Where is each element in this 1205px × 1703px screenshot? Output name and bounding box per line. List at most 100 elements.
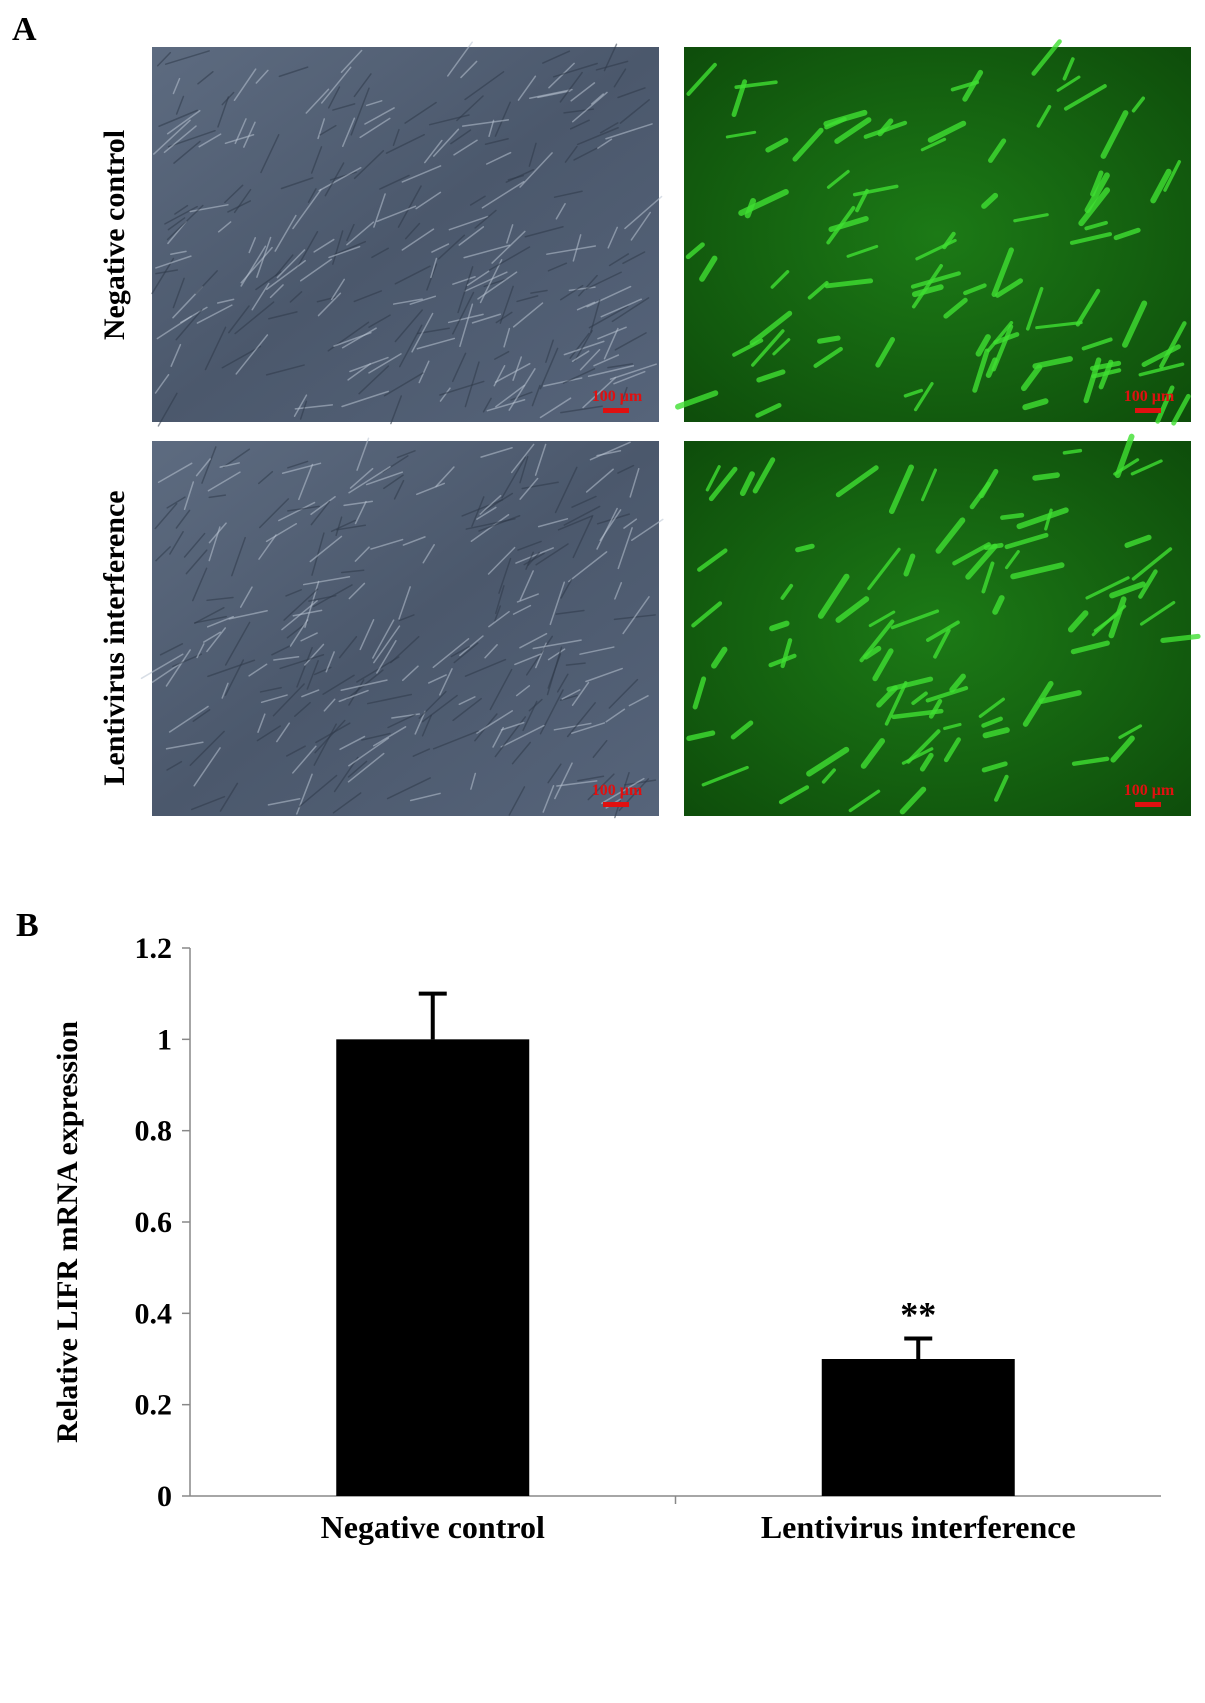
cell — [949, 673, 966, 693]
cell — [834, 117, 872, 144]
cell — [563, 505, 601, 526]
cell — [514, 653, 542, 666]
cell — [166, 110, 201, 135]
cell — [532, 639, 582, 650]
cell — [981, 761, 1008, 773]
cell — [692, 676, 707, 710]
cell — [140, 653, 184, 680]
cell — [910, 271, 961, 289]
cell — [517, 75, 537, 101]
cell — [432, 730, 479, 750]
cell — [349, 356, 389, 373]
cell — [155, 255, 192, 269]
cell — [792, 127, 824, 162]
cell — [198, 133, 222, 148]
cell — [471, 313, 502, 324]
cell — [347, 363, 371, 381]
cell — [769, 620, 790, 632]
cell — [287, 460, 309, 469]
cell — [285, 589, 302, 597]
cell — [738, 189, 789, 216]
cell — [332, 792, 362, 814]
cell — [571, 350, 590, 362]
cell — [1062, 448, 1083, 455]
cell — [278, 501, 316, 522]
cell — [817, 335, 841, 344]
cell — [174, 204, 189, 215]
cell — [1100, 110, 1129, 159]
cell — [439, 380, 485, 396]
cell — [373, 625, 401, 664]
cell — [299, 400, 308, 420]
cell — [614, 582, 623, 600]
bar — [336, 1039, 530, 1496]
cell — [524, 226, 564, 238]
cell — [309, 535, 343, 563]
cell — [628, 695, 649, 707]
cell — [535, 543, 569, 566]
cell — [978, 697, 1005, 718]
cell — [172, 277, 185, 309]
bar-chart: 0 0.2 0.4 0.6 0.8 1 1.2 Relative LIFR mRNA expr… — [51, 932, 1161, 1545]
cell — [755, 403, 782, 418]
cell — [294, 404, 334, 410]
cell — [587, 773, 615, 801]
cell — [447, 313, 484, 324]
cell — [301, 689, 320, 698]
cell — [539, 347, 559, 390]
cell — [569, 119, 590, 130]
cell — [613, 68, 627, 88]
cell — [981, 561, 995, 594]
cell — [510, 443, 535, 474]
scale-bar — [1135, 408, 1161, 413]
cell — [821, 768, 836, 784]
cell — [993, 332, 1020, 345]
cell — [1122, 300, 1148, 348]
cell — [539, 689, 564, 735]
cell — [572, 234, 582, 262]
micrographs: 100 μm 100 μm 100 μm 100 μm — [140, 39, 1201, 819]
cell — [224, 659, 245, 696]
cell — [1085, 576, 1130, 600]
cell — [180, 306, 208, 324]
cell — [305, 88, 330, 114]
cell — [508, 786, 526, 816]
cell — [398, 614, 415, 622]
cell — [334, 240, 367, 256]
cell — [166, 496, 186, 509]
cell — [559, 284, 584, 301]
cell — [354, 500, 367, 525]
cell — [498, 557, 512, 594]
cell — [516, 593, 539, 603]
cell — [891, 708, 944, 720]
cell — [268, 311, 298, 320]
cell — [416, 482, 445, 496]
cell — [165, 649, 191, 687]
cell — [298, 463, 314, 501]
cell — [157, 392, 178, 427]
cell — [495, 585, 505, 615]
cell — [383, 372, 424, 397]
cell — [398, 586, 411, 620]
cell — [292, 188, 322, 230]
cell — [298, 774, 338, 808]
cell — [585, 667, 623, 683]
cell — [1093, 611, 1121, 632]
cell — [376, 640, 397, 674]
cell — [228, 609, 268, 620]
cell — [234, 301, 275, 335]
cell — [311, 532, 325, 576]
cell — [356, 437, 370, 471]
cell — [597, 138, 613, 149]
cell — [411, 312, 434, 353]
cell — [605, 708, 626, 723]
cell — [333, 756, 359, 793]
cell — [333, 331, 372, 347]
cell — [765, 137, 789, 153]
cell — [460, 60, 478, 79]
cell — [519, 455, 529, 484]
cell — [207, 471, 241, 492]
cell — [293, 394, 308, 417]
cell — [884, 681, 908, 726]
cell — [257, 713, 266, 733]
